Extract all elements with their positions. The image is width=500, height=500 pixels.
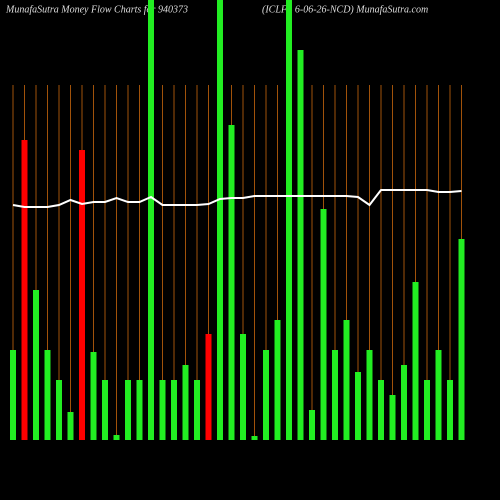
bar [217, 0, 223, 440]
bar [263, 350, 269, 440]
bar [136, 380, 143, 440]
bar [240, 334, 246, 440]
bar [205, 334, 212, 440]
bar [309, 410, 315, 440]
bar [458, 239, 465, 440]
bar [435, 350, 442, 440]
bar [159, 380, 166, 440]
bar [447, 380, 453, 440]
chart-title: MunafaSutra Money Flow Charts for 940373 [5, 4, 188, 15]
bar [401, 365, 407, 440]
bar [44, 350, 51, 440]
bar [228, 125, 235, 440]
bar [274, 320, 281, 440]
chart-subtitle: (ICLFL 6-06-26-NCD) MunafaSutra.com [262, 4, 428, 15]
bar [182, 365, 189, 440]
bar [113, 435, 120, 440]
bar [286, 0, 292, 440]
bar [10, 350, 16, 440]
bar [251, 436, 258, 440]
bar [125, 380, 131, 440]
bar [366, 350, 373, 440]
bar [194, 380, 200, 440]
bar [21, 140, 28, 440]
bar [355, 372, 361, 440]
bar [148, 0, 154, 440]
bar [389, 395, 396, 440]
bar [424, 380, 430, 440]
bar [79, 150, 85, 440]
bar [320, 209, 327, 440]
bar [378, 380, 384, 440]
bar [33, 290, 39, 440]
bar [297, 50, 304, 440]
bar [56, 380, 62, 440]
bar [332, 350, 338, 440]
bar [343, 320, 350, 440]
bar [412, 282, 419, 440]
bar [67, 412, 74, 440]
bar [171, 380, 177, 440]
bar [90, 352, 97, 440]
bar [102, 380, 108, 440]
money-flow-line [12, 189, 462, 208]
